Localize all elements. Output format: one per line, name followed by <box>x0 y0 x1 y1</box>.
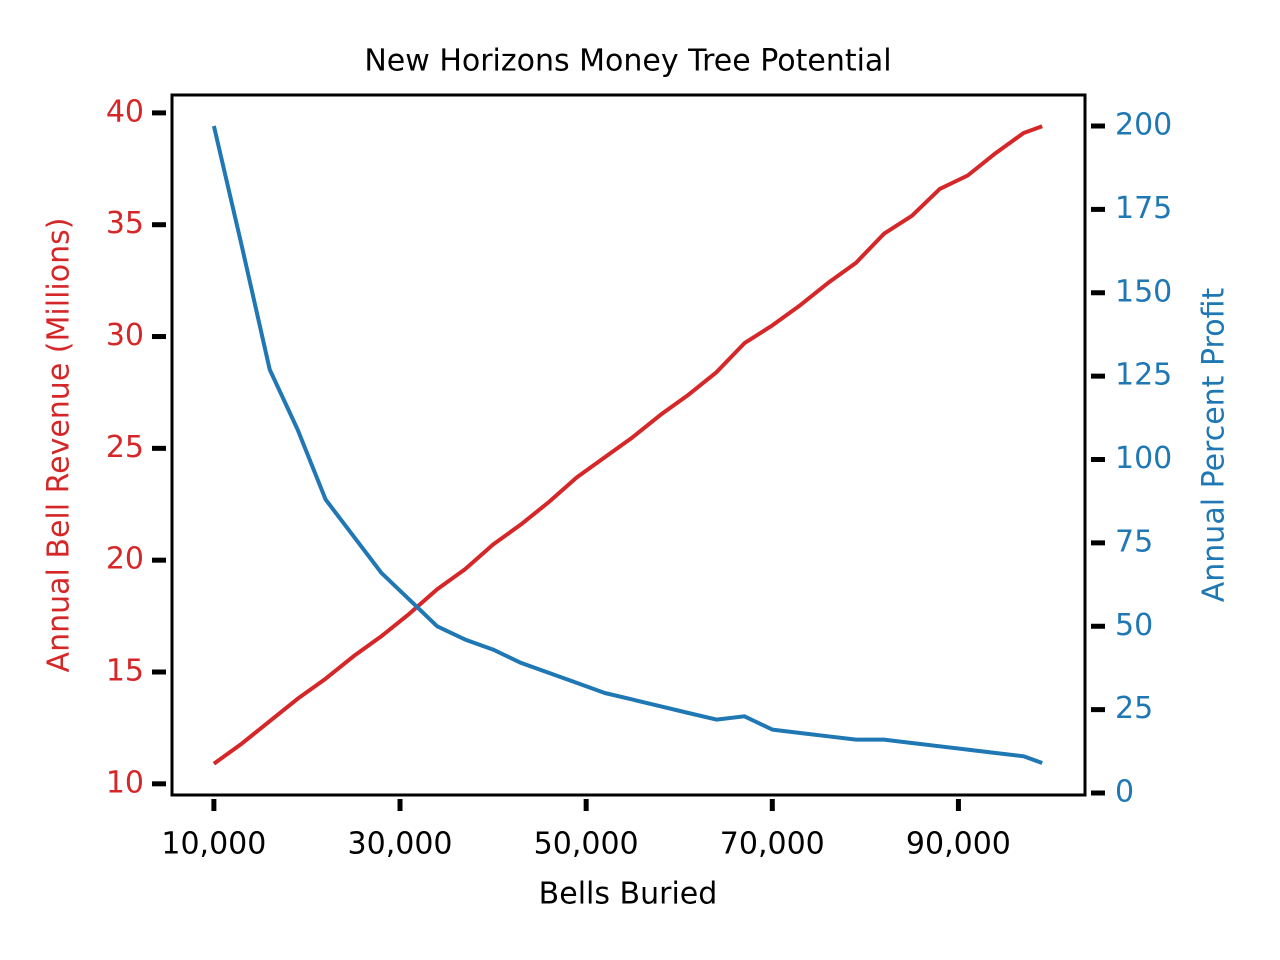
y-tick-label: 40 <box>106 94 144 129</box>
y2-tick-label: 0 <box>1115 774 1134 809</box>
x-tick-label: 70,000 <box>720 827 825 862</box>
y2-tick-label: 125 <box>1115 358 1172 393</box>
y-tick-label: 35 <box>106 206 144 241</box>
y2-tick-label: 50 <box>1115 608 1153 643</box>
chart-title: New Horizons Money Tree Potential <box>364 44 891 79</box>
y-tick-label: 25 <box>106 430 144 465</box>
y-tick-label: 15 <box>106 653 144 688</box>
series-line <box>211 125 1043 765</box>
plot-frame <box>170 93 1087 797</box>
y2-tick-label: 100 <box>1115 441 1172 476</box>
y-tick-label: 10 <box>106 765 144 800</box>
y2-tick-label: 150 <box>1115 274 1172 309</box>
x-axis-label: Bells Buried <box>539 877 718 912</box>
series-line <box>212 124 1043 766</box>
y2-tick-label: 25 <box>1115 691 1153 726</box>
y-tick-label: 30 <box>106 318 144 353</box>
x-tick-label: 90,000 <box>906 827 1011 862</box>
y2-tick-label: 175 <box>1115 191 1172 226</box>
x-tick-label: 10,000 <box>161 827 266 862</box>
y2-tick-label: 75 <box>1115 524 1153 559</box>
y-axis-label: Annual Bell Revenue (Millions) <box>42 218 77 673</box>
x-tick-label: 50,000 <box>534 827 639 862</box>
x-tick-label: 30,000 <box>348 827 453 862</box>
y2-axis-label: Annual Percent Profit <box>1197 288 1232 603</box>
y2-tick-label: 200 <box>1115 108 1172 143</box>
y-tick-label: 20 <box>106 542 144 577</box>
